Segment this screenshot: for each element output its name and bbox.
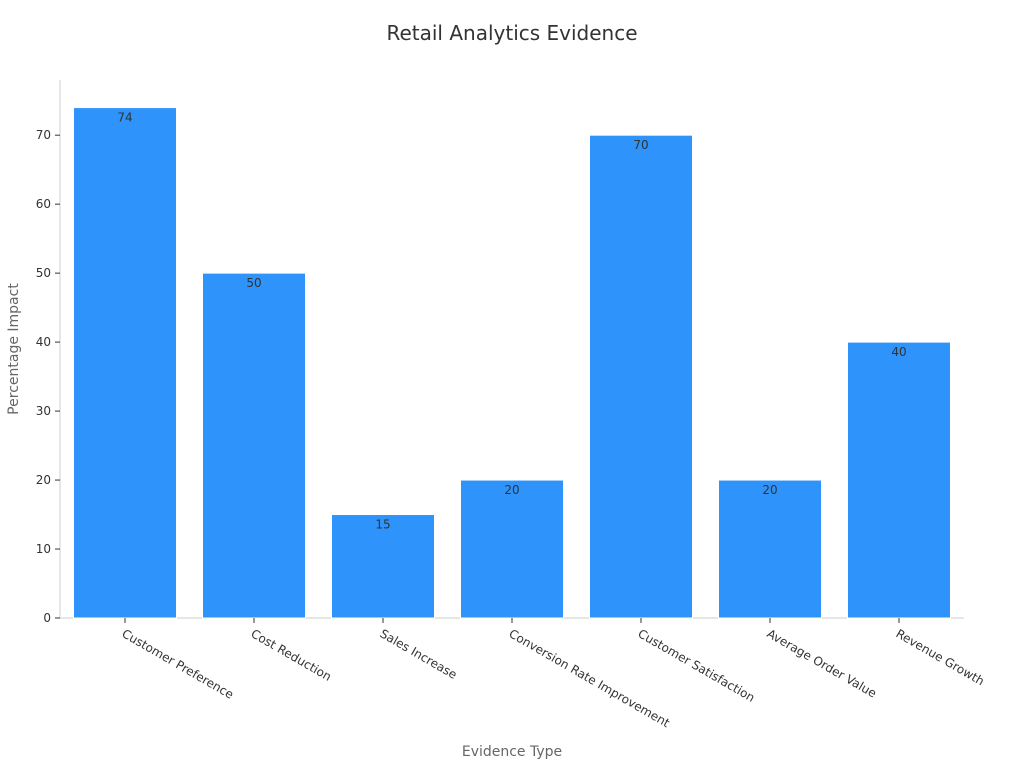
x-tick-label: Cost Reduction xyxy=(249,626,334,683)
y-tick-label: 50 xyxy=(36,266,51,280)
chart-title: Retail Analytics Evidence xyxy=(386,21,637,45)
x-tick-label: Revenue Growth xyxy=(894,626,987,688)
x-axis-label: Evidence Type xyxy=(462,744,562,760)
y-tick-label: 10 xyxy=(36,542,51,556)
y-tick-label: 0 xyxy=(43,611,51,625)
y-tick-label: 60 xyxy=(36,197,51,211)
bar-conversion-rate-improvement xyxy=(460,479,564,619)
bar-customer-preference xyxy=(73,107,177,619)
y-tick-label: 40 xyxy=(36,335,51,349)
y-tick-label: 20 xyxy=(36,473,51,487)
x-tick-label: Average Order Value xyxy=(765,626,879,700)
x-ticks: Customer Preference Cost Reduction Sales I… xyxy=(120,618,987,730)
y-tick-label: 70 xyxy=(36,128,51,142)
y-ticks: 0 10 20 30 40 50 60 70 xyxy=(36,128,60,625)
bar-value-label: 70 xyxy=(633,138,648,152)
x-tick-label: Customer Satisfaction xyxy=(636,626,758,704)
bar-customer-satisfaction xyxy=(589,134,693,619)
bar-revenue-growth xyxy=(847,341,951,619)
bar-value-label: 15 xyxy=(375,518,390,532)
y-tick-label: 30 xyxy=(36,404,51,418)
bar-value-label: 40 xyxy=(891,345,906,359)
bar-value-labels: 74 50 15 20 70 20 40 xyxy=(117,111,906,532)
bar-value-label: 20 xyxy=(762,483,777,497)
bar-cost-reduction xyxy=(202,272,306,619)
bar-value-label: 74 xyxy=(117,111,132,125)
bars xyxy=(73,107,951,619)
bar-average-order-value xyxy=(718,479,822,619)
bar-sales-increase xyxy=(331,514,435,619)
bar-value-label: 20 xyxy=(504,483,519,497)
x-tick-label: Sales Increase xyxy=(378,626,460,681)
x-tick-label: Customer Preference xyxy=(120,626,236,701)
y-axis-label: Percentage Impact xyxy=(6,283,22,415)
bar-value-label: 50 xyxy=(246,276,261,290)
